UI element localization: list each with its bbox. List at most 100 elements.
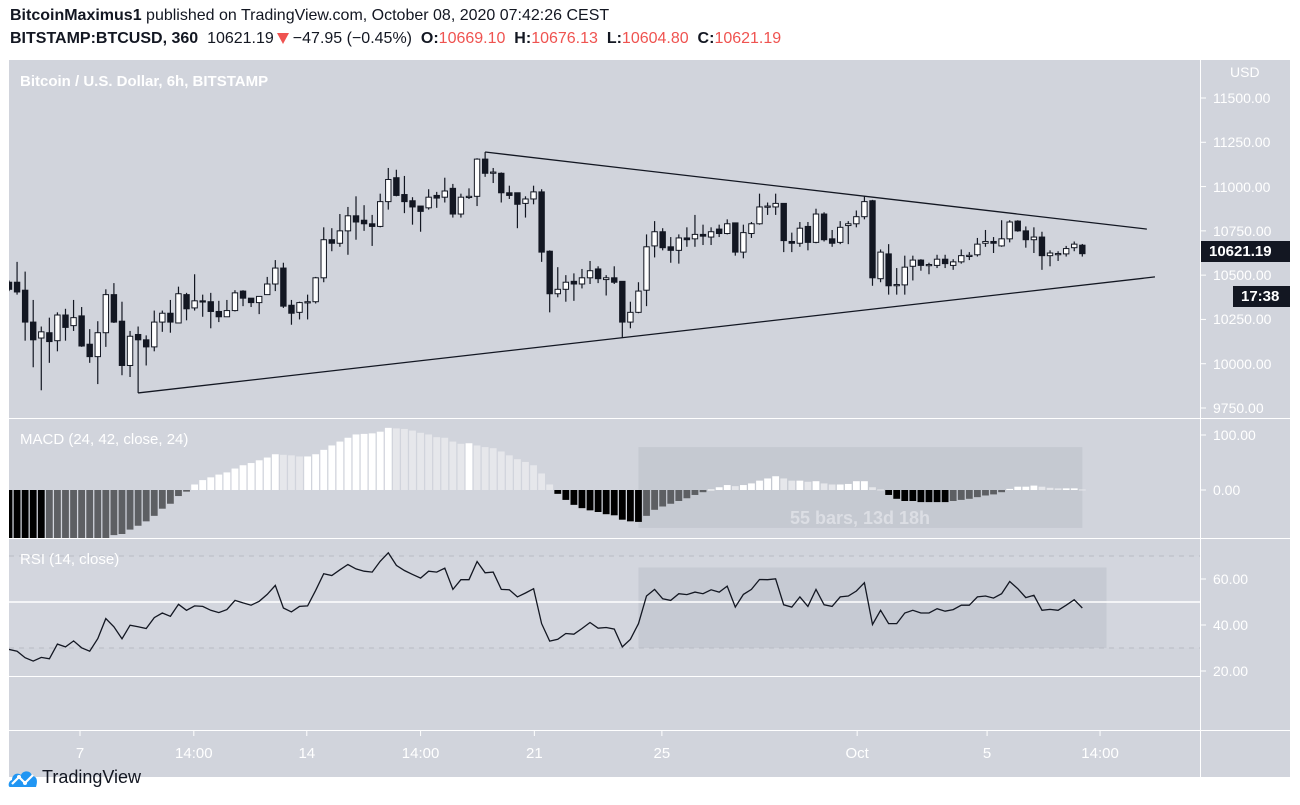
candle <box>837 221 844 245</box>
macd-histogram-bar <box>183 490 190 492</box>
candle <box>554 267 561 298</box>
candle-body-up <box>191 300 198 309</box>
macd-pane[interactable] <box>6 427 1086 547</box>
rsi-line <box>9 551 1083 662</box>
candle-body-up <box>70 317 77 327</box>
candle-body-down <box>360 219 368 225</box>
candle <box>62 308 69 341</box>
macd-histogram-bar <box>288 455 295 490</box>
candle-body-down <box>239 290 247 299</box>
candle <box>304 294 311 320</box>
macd-histogram-bar <box>158 490 166 509</box>
candle-body-down <box>570 280 578 285</box>
triangle-down-icon <box>276 33 289 45</box>
date-range-box <box>638 567 1107 648</box>
candle <box>142 335 150 366</box>
macd-histogram-bar <box>731 486 739 490</box>
macd-histogram-bar <box>764 478 771 490</box>
main-series-legend[interactable]: Bitcoin / U.S. Dollar, 6h, BITSTAMP <box>20 73 269 90</box>
author-name[interactable]: BitcoinMaximus1 <box>10 7 142 24</box>
symbol-info: BITSTAMP:BTCUSD, 360 10621.19 −47.95 (−0.… <box>10 30 781 48</box>
candle <box>78 307 85 347</box>
macd-histogram-bar <box>699 490 707 493</box>
candle-body-down <box>13 281 21 293</box>
candle-body-up <box>966 254 973 258</box>
macd-histogram-bar <box>869 487 876 490</box>
candle-body-down <box>481 158 489 174</box>
rsi-pane[interactable] <box>9 551 1200 662</box>
candle <box>546 250 553 313</box>
macd-histogram-bar <box>1022 486 1030 490</box>
candle <box>134 326 142 393</box>
candle-body-down <box>401 194 408 203</box>
macd-histogram-bar <box>320 449 328 490</box>
time-axis-label: 25 <box>653 745 671 762</box>
candle <box>94 321 101 385</box>
macd-histogram-bar <box>199 480 207 490</box>
candle-body-up <box>151 321 158 348</box>
candle-body-down <box>804 225 812 243</box>
candle <box>740 224 747 259</box>
candle-body-up <box>651 231 658 247</box>
macd-histogram-bar <box>465 443 473 490</box>
macd-histogram-bar <box>739 485 747 490</box>
candle <box>385 167 392 210</box>
candle-body-down <box>780 202 787 242</box>
time-axis-label: 21 <box>526 745 543 762</box>
time-axis-label: Oct <box>845 745 869 762</box>
candle <box>594 266 602 284</box>
price-pane[interactable] <box>6 151 1156 394</box>
macd-histogram-bar <box>247 463 255 490</box>
candle-body-down <box>247 297 255 304</box>
candle-body-down <box>134 333 142 341</box>
candle <box>659 228 666 251</box>
candle <box>1022 226 1030 248</box>
candle <box>223 299 231 318</box>
macd-histogram-bar <box>376 431 384 490</box>
macd-histogram-bar <box>433 437 441 490</box>
candle <box>974 237 981 257</box>
macd-histogram-bar <box>425 434 433 490</box>
rsi-legend[interactable]: RSI (14, close) <box>20 551 120 568</box>
candle <box>602 275 610 296</box>
candle-body-up <box>909 259 917 267</box>
candle <box>651 221 658 258</box>
candle-body-up <box>264 283 271 296</box>
candle-body-down <box>869 200 876 279</box>
candle-body-up <box>385 178 392 203</box>
macd-histogram-bar <box>481 447 489 490</box>
candle-body-up <box>949 261 957 266</box>
candle-body-down <box>142 339 150 348</box>
macd-histogram-bar <box>514 459 521 490</box>
macd-histogram-bar <box>94 490 102 538</box>
candle <box>409 197 416 225</box>
macd-histogram-bar <box>804 481 812 490</box>
macd-histogram-bar <box>554 490 562 494</box>
candle <box>828 229 836 247</box>
macd-histogram-bar <box>344 437 352 490</box>
bar-countdown-label: 17:38 <box>1233 286 1290 307</box>
candle <box>699 224 707 246</box>
candle <box>393 169 400 197</box>
candle <box>417 205 424 232</box>
macd-histogram-bar <box>707 489 715 491</box>
tradingview-logo[interactable]: TradingView <box>8 767 141 788</box>
macd-histogram-bar <box>691 490 699 495</box>
candle-body-up <box>861 201 868 218</box>
macd-histogram-bar <box>150 490 158 516</box>
macd-histogram-bar <box>925 490 933 503</box>
candle-body-up <box>231 292 239 312</box>
macd-histogram-bar <box>489 448 497 490</box>
candle <box>780 202 787 253</box>
pane-separators <box>9 60 1290 777</box>
candle-body-up <box>94 332 101 358</box>
macd-legend[interactable]: MACD (24, 42, close, 24) <box>20 431 189 448</box>
candle <box>764 202 771 215</box>
candle-body-up <box>958 255 965 263</box>
candle <box>231 290 239 312</box>
time-axis-label: 5 <box>982 745 992 762</box>
macd-histogram-bar <box>78 490 86 538</box>
macd-axis-tick: 100.00 <box>1213 427 1256 443</box>
candle <box>611 266 618 284</box>
candle-body-down <box>86 343 93 358</box>
